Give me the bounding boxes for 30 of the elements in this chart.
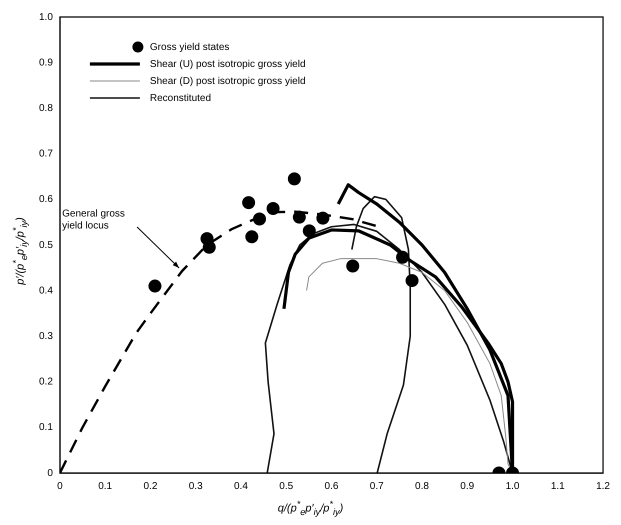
x-tick-label: 1.1 (550, 480, 566, 492)
x-tick-label: 1.0 (506, 480, 520, 492)
y-tick-label: 1.0 (38, 12, 54, 23)
legend-label: Shear (U) post isotropic gross yield (150, 58, 306, 70)
x-tick-label: 0.4 (234, 480, 248, 492)
x-tick-label: 0.6 (324, 480, 339, 492)
y-tick-label: 0.8 (38, 102, 54, 114)
legend-label: Gross yield states (150, 42, 230, 53)
text: q/(p$^{*}$$_{e}$p′$_{iy}$/p$^{*}$$_{iy}$) (278, 499, 344, 517)
x-tick-label: 0.1 (98, 480, 113, 492)
y-tick-label: 0.2 (38, 376, 54, 388)
y-tick-label: 0.1 (38, 422, 54, 434)
y-tick-label: 0 (47, 468, 54, 479)
x-tick-label: 0.5 (279, 480, 294, 492)
y-tick-label: 0.5 (38, 240, 54, 251)
x-tick-label: 0.2 (143, 480, 158, 492)
y-tick-label: 0.4 (38, 285, 54, 296)
legend-label: Shear (D) post isotropic gross yield (150, 76, 306, 87)
y-tick-label: 0.7 (38, 148, 54, 160)
legend-label: Reconstituted (150, 92, 212, 104)
x-tick-label: 0 (57, 480, 64, 492)
y-tick-label: 0.6 (38, 194, 54, 206)
y-tick-label: 0.3 (38, 330, 54, 342)
x-tick-label: 1.2 (596, 480, 610, 492)
x-tick-label: 0.7 (370, 480, 384, 492)
annotation: General gross yield locus (62, 208, 125, 232)
x-tick-label: 0.8 (415, 480, 430, 492)
x-tick-label: 0.3 (188, 480, 204, 492)
y-tick-label: 0.9 (38, 57, 54, 68)
x-tick-label: 0.9 (460, 480, 475, 492)
